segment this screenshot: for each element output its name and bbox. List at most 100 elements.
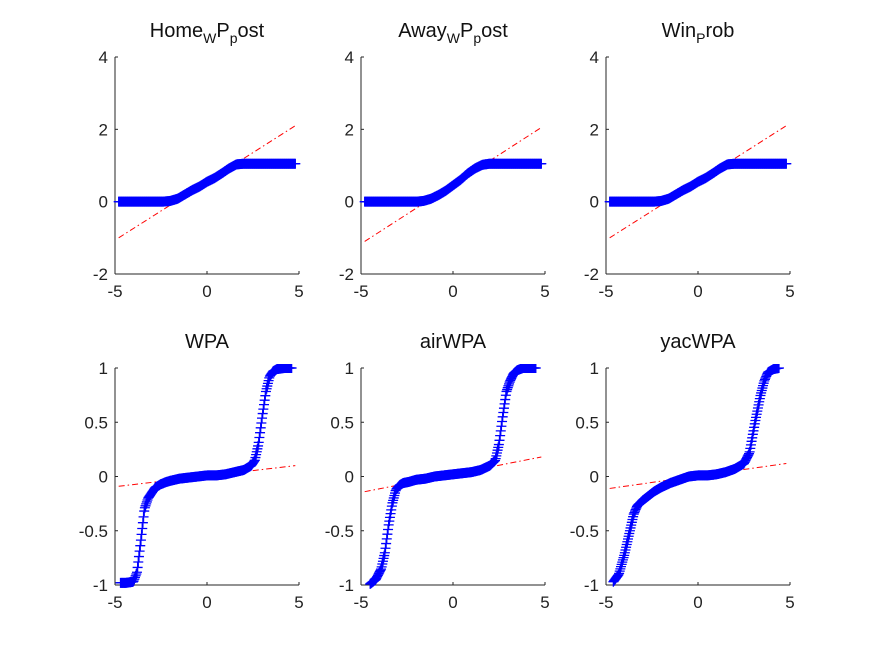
data-point bbox=[530, 364, 541, 373]
data-markers bbox=[365, 364, 541, 589]
data-point bbox=[253, 437, 264, 448]
subplot-2: -2 0 2 4 -5 0 5 AwayWPpost bbox=[339, 20, 550, 301]
x-tick-label: 0 bbox=[693, 282, 702, 301]
x-tick-label: -5 bbox=[353, 282, 368, 301]
data-markers bbox=[608, 364, 784, 587]
y-tick-label: 0 bbox=[345, 193, 354, 212]
data-point bbox=[137, 523, 148, 534]
y-tick-label: -2 bbox=[584, 265, 599, 284]
data-point bbox=[258, 399, 269, 410]
y-tick-label: 0 bbox=[99, 193, 108, 212]
data-point bbox=[132, 562, 143, 573]
data-point bbox=[256, 417, 267, 428]
y-tick-label: 0 bbox=[590, 468, 599, 487]
data-point bbox=[262, 378, 273, 389]
data-point bbox=[781, 158, 792, 169]
subplot-6: -1 -0.5 0 0.5 1 -5 0 5 yacWPA bbox=[570, 331, 795, 612]
y-tick-label: -2 bbox=[339, 265, 354, 284]
data-point bbox=[131, 567, 142, 578]
y-tick-label: 4 bbox=[345, 48, 354, 67]
subplot-title: yacWPA bbox=[660, 331, 736, 353]
data-point bbox=[257, 408, 268, 419]
subplot-title: airWPA bbox=[420, 331, 487, 353]
x-tick-label: -5 bbox=[598, 593, 613, 612]
y-tick-label: 0.5 bbox=[84, 413, 108, 432]
data-point bbox=[260, 386, 271, 397]
y-tick-label: 2 bbox=[345, 120, 354, 139]
x-tick-label: -5 bbox=[107, 593, 122, 612]
y-tick-label: 0 bbox=[99, 468, 108, 487]
y-tick-label: -0.5 bbox=[325, 522, 354, 541]
data-markers bbox=[115, 364, 297, 588]
x-tick-label: 0 bbox=[448, 282, 457, 301]
y-tick-label: -1 bbox=[93, 576, 108, 595]
data-point bbox=[773, 364, 784, 373]
data-point bbox=[135, 535, 146, 546]
x-tick-label: -5 bbox=[353, 593, 368, 612]
y-tick-label: -1 bbox=[584, 576, 599, 595]
y-tick-label: 0 bbox=[590, 193, 599, 212]
x-tick-label: 0 bbox=[202, 282, 211, 301]
reference-line bbox=[609, 462, 787, 489]
data-markers bbox=[359, 158, 547, 207]
data-point bbox=[133, 551, 144, 562]
data-point bbox=[260, 390, 271, 401]
data-point bbox=[138, 511, 149, 522]
data-point bbox=[136, 529, 147, 540]
data-point bbox=[290, 158, 301, 169]
data-point bbox=[255, 422, 266, 433]
subplot-title: AwayWPpost bbox=[398, 20, 508, 46]
data-point bbox=[134, 546, 145, 557]
y-tick-label: 1 bbox=[99, 359, 108, 378]
subplot-1: -2 0 2 4 -5 0 5 HomeWPpost bbox=[93, 20, 304, 301]
data-point bbox=[137, 517, 148, 528]
x-tick-label: -5 bbox=[598, 282, 613, 301]
subplot-3: -2 0 2 4 -5 0 5 WinProb bbox=[584, 20, 795, 301]
x-tick-label: 5 bbox=[294, 593, 303, 612]
y-tick-label: 1 bbox=[590, 359, 599, 378]
y-tick-label: 0.5 bbox=[330, 413, 354, 432]
reference-line bbox=[118, 465, 296, 487]
subplot-4: -1 -0.5 0 0.5 1 -5 0 5 WPA bbox=[79, 331, 304, 612]
data-point bbox=[133, 556, 144, 567]
x-tick-label: 0 bbox=[693, 593, 702, 612]
y-tick-label: 4 bbox=[99, 48, 108, 67]
x-tick-label: -5 bbox=[107, 282, 122, 301]
y-tick-label: 2 bbox=[99, 120, 108, 139]
y-tick-label: -1 bbox=[339, 576, 354, 595]
data-point bbox=[259, 395, 270, 406]
x-tick-label: 5 bbox=[294, 282, 303, 301]
y-tick-label: 0 bbox=[345, 468, 354, 487]
data-point bbox=[131, 569, 142, 580]
x-tick-label: 5 bbox=[785, 282, 794, 301]
x-tick-label: 5 bbox=[540, 593, 549, 612]
data-point bbox=[536, 158, 547, 169]
x-tick-label: 5 bbox=[540, 282, 549, 301]
x-tick-label: 0 bbox=[202, 593, 211, 612]
subplot-5: -1 -0.5 0 0.5 1 -5 0 5 airWPA bbox=[325, 331, 550, 612]
data-point bbox=[286, 364, 297, 373]
data-point bbox=[262, 381, 273, 392]
subplot-title: WPA bbox=[185, 331, 230, 353]
data-point bbox=[257, 413, 268, 424]
y-tick-label: 2 bbox=[590, 120, 599, 139]
x-tick-label: 5 bbox=[785, 593, 794, 612]
y-tick-label: 4 bbox=[590, 48, 599, 67]
subplot-title: HomeWPpost bbox=[150, 20, 265, 46]
data-point bbox=[248, 457, 259, 468]
data-markers bbox=[113, 158, 301, 207]
x-tick-label: 0 bbox=[448, 593, 457, 612]
y-tick-label: -2 bbox=[93, 265, 108, 284]
y-tick-label: -0.5 bbox=[570, 522, 599, 541]
y-tick-label: -0.5 bbox=[79, 522, 108, 541]
data-point bbox=[255, 427, 266, 438]
data-point bbox=[254, 432, 265, 443]
data-point bbox=[261, 383, 272, 394]
data-point bbox=[128, 576, 139, 587]
y-tick-label: 0.5 bbox=[575, 413, 599, 432]
subplot-title: WinProb bbox=[662, 20, 735, 46]
y-tick-label: 1 bbox=[345, 359, 354, 378]
data-point bbox=[258, 404, 269, 415]
data-point bbox=[135, 540, 146, 551]
